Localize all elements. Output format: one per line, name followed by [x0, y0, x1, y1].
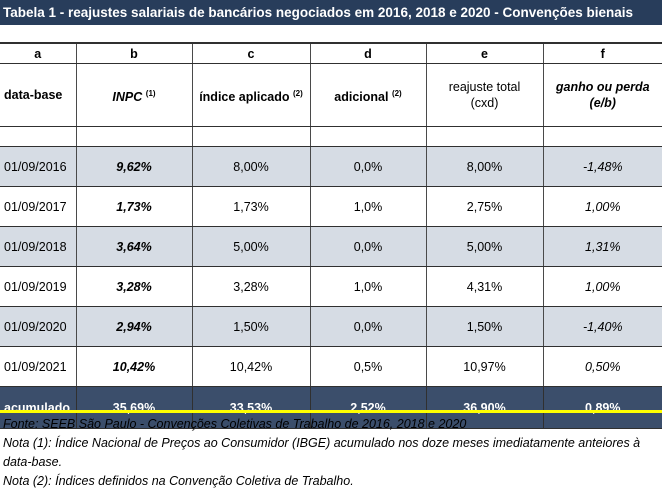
indice-cell: 8,00% [191, 146, 310, 187]
ganho-cell: 1,00% [542, 186, 662, 227]
date-cell: 01/09/2017 [0, 186, 76, 227]
inpc-cell: 3,28% [75, 266, 192, 307]
column-letter: a [0, 42, 76, 64]
footnotes: Fonte: SEEB São Paulo - Convenções Colet… [3, 415, 658, 491]
header-inpc: INPC (1) [75, 63, 192, 127]
adicional-cell: 0,0% [309, 226, 426, 267]
footnote-ref: (1) [145, 88, 156, 98]
accent-divider [0, 410, 662, 413]
column-letter: c [191, 42, 310, 64]
date-cell: 01/09/2019 [0, 266, 76, 307]
adicional-cell: 0,0% [309, 306, 426, 347]
table-row: 01/09/2016 9,62% 8,00% 0,0% 8,00% -1,48% [0, 146, 662, 187]
reajuste-cell: 10,97% [425, 346, 543, 387]
header-ganho-line2: (e/b) [589, 96, 616, 110]
indice-cell: 5,00% [191, 226, 310, 267]
ganho-cell: -1,48% [542, 146, 662, 187]
table-row: 01/09/2017 1,73% 1,73% 1,0% 2,75% 1,00% [0, 186, 662, 227]
indice-cell: 10,42% [191, 346, 310, 387]
spacer-cell [542, 126, 662, 147]
date-cell: 01/09/2021 [0, 346, 76, 387]
footnote-ref: (2) [293, 88, 303, 98]
adicional-cell: 1,0% [309, 186, 426, 227]
table-row: 01/09/2021 10,42% 10,42% 0,5% 10,97% 0,5… [0, 346, 662, 387]
total-inpc: 35,69% [75, 386, 192, 429]
inpc-cell: 2,94% [75, 306, 192, 347]
header-reajuste-line2: (cxd) [470, 96, 499, 110]
total-adicional: 2,52% [309, 386, 426, 429]
reajuste-cell: 1,50% [425, 306, 543, 347]
spacer-cell [425, 126, 543, 147]
header-ganho-line1: ganho ou perda [555, 80, 650, 94]
ganho-cell: -1,40% [542, 306, 662, 347]
table-title: Tabela 1 - reajustes salariais de bancár… [0, 0, 662, 25]
column-letter: b [75, 42, 192, 64]
wage-adjustment-table: a b c d e f data-base INPC (1) índice ap… [0, 42, 662, 429]
header-inpc-label: INPC [112, 89, 143, 104]
reajuste-cell: 8,00% [425, 146, 543, 187]
ganho-cell: 1,31% [542, 226, 662, 267]
indice-cell: 3,28% [191, 266, 310, 307]
date-cell: 01/09/2018 [0, 226, 76, 267]
spacer-cell [309, 126, 426, 147]
adicional-cell: 1,0% [309, 266, 426, 307]
reajuste-cell: 4,31% [425, 266, 543, 307]
header-indice-label: índice aplicado [199, 89, 290, 104]
header-reajuste-line1: reajuste total [448, 80, 521, 94]
footnote-2: Nota (2): Índices definidos na Convenção… [3, 474, 354, 488]
total-label: acumulado [0, 386, 76, 429]
date-cell: 01/09/2016 [0, 146, 76, 187]
spacer-cell [75, 126, 192, 147]
column-letter: d [309, 42, 426, 64]
header-row: data-base INPC (1) índice aplicado (2) a… [0, 63, 662, 127]
spacer-cell [0, 126, 76, 147]
adicional-cell: 0,0% [309, 146, 426, 187]
header-ganho: ganho ou perda (e/b) [542, 63, 662, 127]
footnote-ref: (2) [391, 88, 402, 98]
inpc-cell: 3,64% [75, 226, 192, 267]
spacer-row [0, 126, 662, 147]
table-row: 01/09/2020 2,94% 1,50% 0,0% 1,50% -1,40% [0, 306, 662, 347]
column-letter: f [542, 42, 662, 64]
inpc-cell: 10,42% [75, 346, 192, 387]
header-adicional: adicional (2) [309, 63, 426, 127]
date-cell: 01/09/2020 [0, 306, 76, 347]
header-adicional-label: adicional [334, 89, 389, 104]
reajuste-cell: 5,00% [425, 226, 543, 267]
inpc-cell: 9,62% [75, 146, 192, 187]
indice-cell: 1,50% [191, 306, 310, 347]
table-row: 01/09/2018 3,64% 5,00% 0,0% 5,00% 1,31% [0, 226, 662, 267]
inpc-cell: 1,73% [75, 186, 192, 227]
table-row: 01/09/2019 3,28% 3,28% 1,0% 4,31% 1,00% [0, 266, 662, 307]
spacer-cell [191, 126, 310, 147]
ganho-cell: 1,00% [542, 266, 662, 307]
indice-cell: 1,73% [191, 186, 310, 227]
ganho-cell: 0,50% [542, 346, 662, 387]
column-letter: e [425, 42, 543, 64]
footnote-1: Nota (1): Índice Nacional de Preços ao C… [3, 436, 641, 469]
header-reajuste: reajuste total (cxd) [425, 63, 543, 127]
column-letter-row: a b c d e f [0, 42, 662, 64]
source-note: Fonte: SEEB São Paulo - Convenções Colet… [3, 417, 467, 431]
adicional-cell: 0,5% [309, 346, 426, 387]
total-row: acumulado 35,69% 33,53% 2,52% 36,90% 0,8… [0, 386, 662, 429]
reajuste-cell: 2,75% [425, 186, 543, 227]
header-data-base: data-base [0, 63, 76, 127]
header-indice: índice aplicado (2) [191, 63, 310, 127]
total-ganho: 0,89% [542, 386, 662, 429]
